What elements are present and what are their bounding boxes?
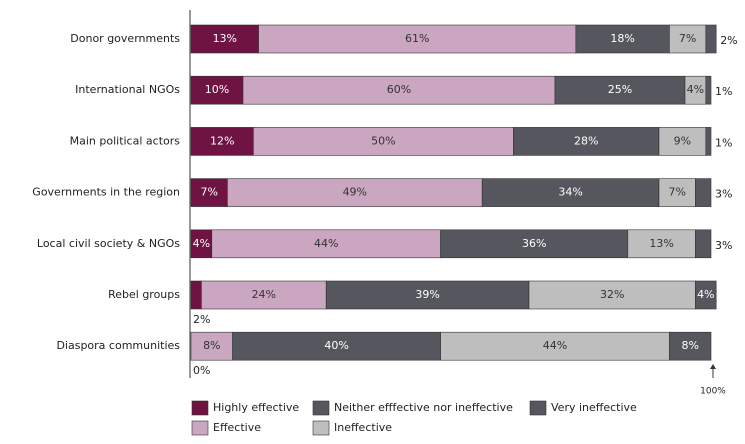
data-label: 49%	[343, 186, 367, 199]
bar-segment	[695, 178, 712, 207]
data-label: 61%	[405, 32, 429, 45]
data-label: 18%	[610, 32, 634, 45]
bar-segment	[227, 178, 483, 207]
bar-segment	[440, 229, 629, 259]
bar-segment	[242, 75, 556, 105]
data-label: 1%	[715, 136, 732, 149]
bar-segment	[481, 178, 660, 207]
data-label: 9%	[674, 134, 691, 147]
data-label: 8%	[203, 339, 220, 352]
data-label: 44%	[314, 237, 338, 250]
data-label: 50%	[371, 134, 395, 147]
data-label: 1%	[715, 85, 732, 98]
data-label: 25%	[608, 83, 632, 96]
legend-swatch	[191, 420, 209, 436]
legend-swatch	[312, 400, 330, 416]
bar-segment	[695, 280, 717, 310]
category-label: Rebel groups	[108, 288, 180, 301]
bar-segment	[513, 127, 660, 156]
bar-segment	[669, 331, 712, 361]
bar-segment	[575, 24, 670, 54]
category-label: Diaspora communities	[56, 339, 180, 352]
bar-segment	[325, 280, 530, 310]
legend-label: Effective	[213, 421, 261, 434]
category-label: Governments in the region	[32, 186, 180, 199]
data-label: 3%	[715, 239, 732, 252]
data-label: 28%	[574, 134, 598, 147]
data-label: 8%	[681, 339, 698, 352]
data-label: 3%	[715, 188, 732, 201]
bar-segment	[190, 178, 228, 207]
bar-segment	[705, 127, 712, 156]
data-label: 24%	[252, 288, 276, 301]
category-label: International NGOs	[75, 83, 180, 96]
data-label: 10%	[205, 83, 229, 96]
bar-segment	[232, 331, 441, 361]
data-label: 13%	[213, 32, 237, 45]
category-label: Local civil society & NGOs	[37, 237, 180, 250]
bar-segment	[253, 127, 514, 156]
bar-segment	[211, 229, 441, 259]
data-label: 7%	[200, 186, 217, 199]
data-label: 60%	[387, 83, 411, 96]
tick-label: 100%	[700, 387, 726, 397]
data-label: 2%	[193, 313, 210, 326]
legend-label: Very ineffective	[551, 401, 637, 414]
bar-segment	[705, 24, 717, 54]
data-label: 0%	[193, 364, 210, 377]
data-label: 4%	[697, 288, 714, 301]
data-label: 12%	[210, 134, 234, 147]
data-label: 7%	[668, 186, 685, 199]
bar-segment	[528, 280, 696, 310]
data-label: 44%	[543, 339, 567, 352]
category-label: Donor governments	[70, 32, 180, 45]
data-label: 40%	[324, 339, 348, 352]
legend-label: Highly effective	[213, 401, 299, 414]
data-label: 2%	[720, 34, 737, 47]
bar-segment	[695, 229, 712, 259]
bar-segment	[658, 127, 707, 156]
data-label: 13%	[649, 237, 673, 250]
data-label: 7%	[679, 32, 696, 45]
data-label: 32%	[600, 288, 624, 301]
legend-swatch	[529, 400, 547, 416]
legend-label: Neither efffective nor ineffective	[334, 401, 513, 414]
bar-segment	[258, 24, 577, 54]
category-label: Main political actors	[70, 134, 181, 147]
data-label: 4%	[687, 83, 704, 96]
data-label: 36%	[522, 237, 546, 250]
bar-segment	[201, 280, 327, 310]
legend-label: Ineffective	[334, 421, 392, 434]
legend-swatch	[191, 400, 209, 416]
data-label: 34%	[558, 186, 582, 199]
bar-segment	[705, 75, 712, 105]
bar-segment	[190, 280, 202, 310]
bar-segment	[440, 331, 670, 361]
data-label: 39%	[415, 288, 439, 301]
tick-arrowhead	[710, 364, 716, 369]
legend-swatch	[312, 420, 330, 436]
data-label: 4%	[193, 237, 210, 250]
